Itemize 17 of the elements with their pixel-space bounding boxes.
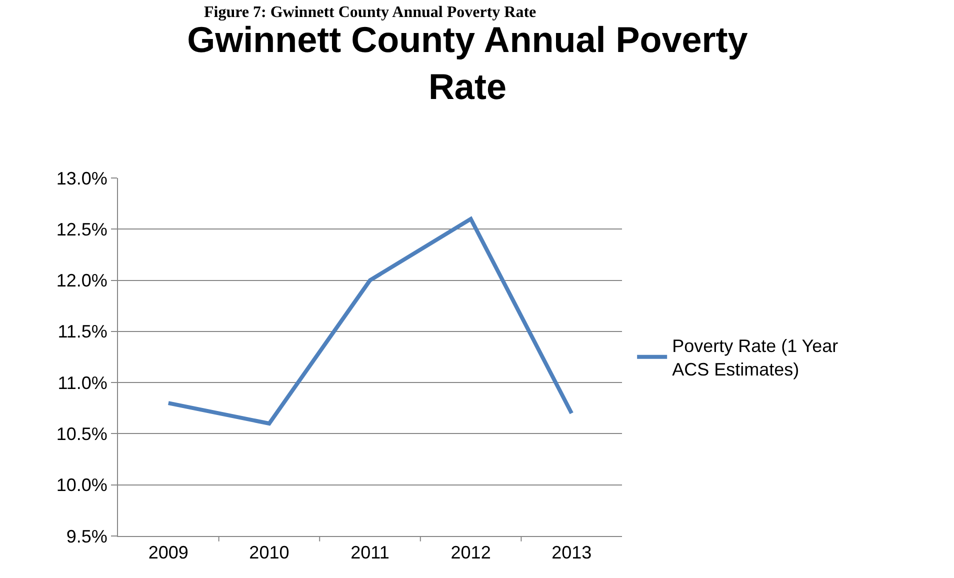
y-tick-label: 10.5% — [56, 424, 108, 444]
caption: Figure 7: Gwinnett County Annual Poverty Rate — [204, 4, 536, 21]
x-tick-label: 2009 — [148, 542, 188, 563]
x-tick-label: 2011 — [350, 542, 390, 563]
x-tick-label: 2013 — [552, 542, 592, 563]
y-tick-label: 11.5% — [58, 322, 108, 342]
chart-title: Gwinnett County Annual Poverty Rate — [187, 19, 748, 107]
y-tick-label: 11.0% — [58, 372, 108, 393]
y-tick-label: 9.5% — [66, 526, 108, 546]
line-series — [166, 216, 574, 426]
x-tick-label: 2012 — [450, 542, 491, 563]
x-tick-label: 2010 — [249, 542, 290, 563]
y-tick-label: 13.0% — [56, 168, 108, 188]
y-tick-label: 12.0% — [56, 270, 108, 291]
y-tick-label: 12.5% — [56, 219, 108, 240]
y-tick-label: 10.0% — [56, 475, 108, 496]
legend-label: Poverty Rate (1 Year ACS Estimates) — [672, 336, 838, 380]
